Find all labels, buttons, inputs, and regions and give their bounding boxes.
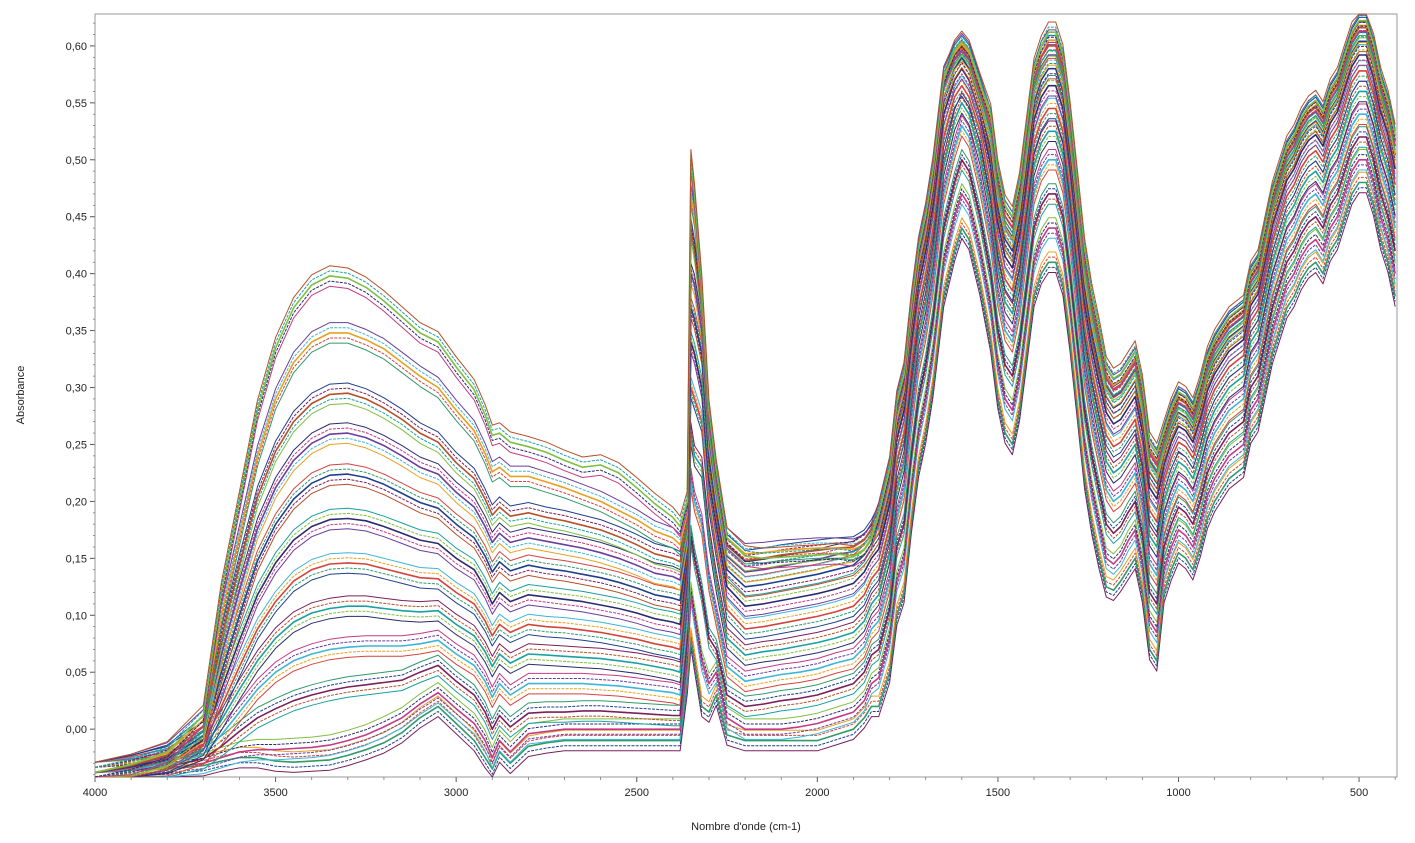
x-axis: 4000 3500 3000 2500 2000 1500 1000 500 xyxy=(83,777,1396,799)
spectrum-line xyxy=(94,164,1396,778)
spectrum-line xyxy=(94,103,1396,763)
spectrum-line xyxy=(94,108,1396,768)
spectrum-line xyxy=(94,85,1396,768)
spectrum-line xyxy=(94,75,1396,778)
y-axis: 0,00 0,05 0,10 0,15 0,20 0,25 0,30 0,35 0,40 0,45… xyxy=(66,22,95,776)
spectrum-line xyxy=(95,80,1396,778)
spectrum-line xyxy=(95,146,1396,778)
spectrum-line xyxy=(94,26,1396,774)
spectrum-line xyxy=(94,15,1396,768)
spectrum-line xyxy=(94,59,1396,778)
spectrum-line xyxy=(94,13,1396,763)
spectrum-line xyxy=(94,118,1396,778)
y-tick-label: 0,40 xyxy=(66,269,87,281)
y-tick-label: 0,20 xyxy=(66,496,87,508)
x-tick-label: 500 xyxy=(1350,787,1368,799)
x-axis-title: Nombre d'onde (cm-1) xyxy=(691,821,801,833)
y-tick-label: 0,50 xyxy=(66,155,87,167)
y-tick-label: 0,55 xyxy=(66,98,87,110)
spectrum-line xyxy=(94,90,1396,774)
x-tick-label: 2500 xyxy=(625,787,649,799)
x-tick-label: 3500 xyxy=(263,787,287,799)
y-axis-title: Absorbance xyxy=(15,366,27,425)
y-tick-label: 0,05 xyxy=(66,667,87,679)
spectrum-line xyxy=(94,30,1396,778)
y-tick-label: 0,30 xyxy=(66,383,87,395)
y-tick-label: 0,25 xyxy=(66,439,87,451)
x-tick-label: 2000 xyxy=(805,787,829,799)
y-tick-label: 0,10 xyxy=(66,610,87,622)
spectrum-line xyxy=(94,25,1396,778)
spectrum-line xyxy=(94,187,1396,778)
y-tick-label: 0,35 xyxy=(66,326,87,338)
series-layer xyxy=(94,13,1396,778)
x-tick-label: 1000 xyxy=(1166,787,1190,799)
spectrum-line xyxy=(94,149,1396,763)
spectrum-line xyxy=(94,54,1396,774)
spectrum-line xyxy=(94,159,1396,774)
y-tick-label: 0,45 xyxy=(66,212,87,224)
spectrum-line xyxy=(94,46,1396,778)
y-tick-label: 0,15 xyxy=(66,553,87,565)
spectrum-line xyxy=(94,113,1396,774)
spectrum-line xyxy=(94,136,1396,774)
x-tick-label: 4000 xyxy=(83,787,107,799)
x-tick-label: 1500 xyxy=(986,787,1010,799)
spectrum-line xyxy=(94,14,1396,763)
spectrum-line xyxy=(94,26,1396,768)
spectrum-line xyxy=(94,126,1396,763)
spectrum-line xyxy=(94,154,1396,768)
spectrum-line xyxy=(94,42,1396,778)
spectrum-line xyxy=(95,101,1396,778)
spectrum-line xyxy=(94,32,1396,778)
spectrum-line xyxy=(95,169,1396,778)
spectrum-line xyxy=(95,51,1396,778)
spectrum-line xyxy=(94,24,1396,774)
spectrum-line xyxy=(94,131,1396,768)
spectrum-line xyxy=(95,192,1396,778)
y-tick-label: 0,00 xyxy=(66,724,87,736)
x-tick-label: 3000 xyxy=(444,787,468,799)
spectrum-line xyxy=(94,141,1396,778)
spectrum-line xyxy=(94,35,1396,778)
spectrum-line xyxy=(94,16,1396,763)
spectrum-line xyxy=(94,70,1396,774)
spectrum-line xyxy=(95,64,1396,778)
spectrum-line xyxy=(94,181,1396,774)
spectrum-line xyxy=(94,49,1396,768)
spectrum-line xyxy=(94,96,1396,778)
spectrum-line xyxy=(94,176,1396,768)
spectrum-line xyxy=(94,171,1396,763)
y-tick-label: 0,60 xyxy=(66,41,87,53)
spectrum-line xyxy=(94,20,1396,774)
spectrum-line xyxy=(94,40,1396,774)
spectrum-line xyxy=(94,37,1396,778)
spectrum-line xyxy=(95,124,1396,778)
